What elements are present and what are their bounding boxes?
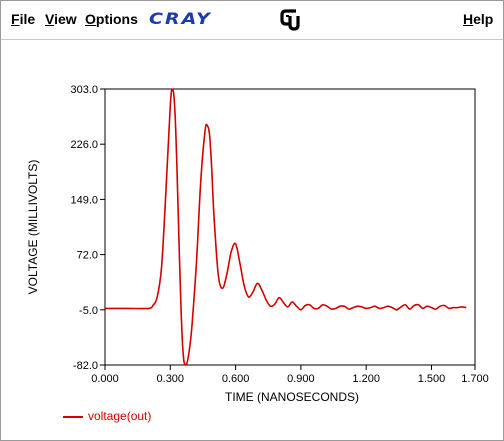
x-tick-label: 1.200 [352,373,380,385]
x-tick-label: 1.700 [461,373,489,385]
y-tick-label: -5.0 [79,305,98,317]
y-tick-label: -82.0 [73,360,98,372]
series-line-voltage-out [105,88,467,366]
plot-frame [104,88,476,366]
y-axis-title: VOLTAGE (MILLIVOLTS) [26,160,40,295]
x-tick-label: 0.600 [222,373,250,385]
y-tick-label: 303.0 [70,84,98,96]
x-tick-label: 0.300 [157,373,185,385]
legend-swatch [63,416,83,418]
menubar-separator [1,39,503,40]
y-tick-label: 72.0 [77,250,98,262]
x-axis-title: TIME (NANOSECONDS) [225,390,359,404]
x-tick-label: 1.500 [418,373,446,385]
menu-help[interactable]: Help [463,11,494,27]
legend-label: voltage(out) [88,409,152,423]
menu-options[interactable]: Options [85,11,138,27]
x-tick-label: 0.000 [91,373,119,385]
menubar: File View Options CRAY Help [1,1,503,38]
cu-monogram-icon [280,9,300,31]
y-tick-label: 226.0 [70,139,98,151]
y-tick-label: 149.0 [70,194,98,206]
x-tick-label: 0.900 [287,373,315,385]
menu-file[interactable]: File [11,11,36,27]
cray-logo: CRAY [149,9,212,29]
menu-view[interactable]: View [45,11,77,27]
